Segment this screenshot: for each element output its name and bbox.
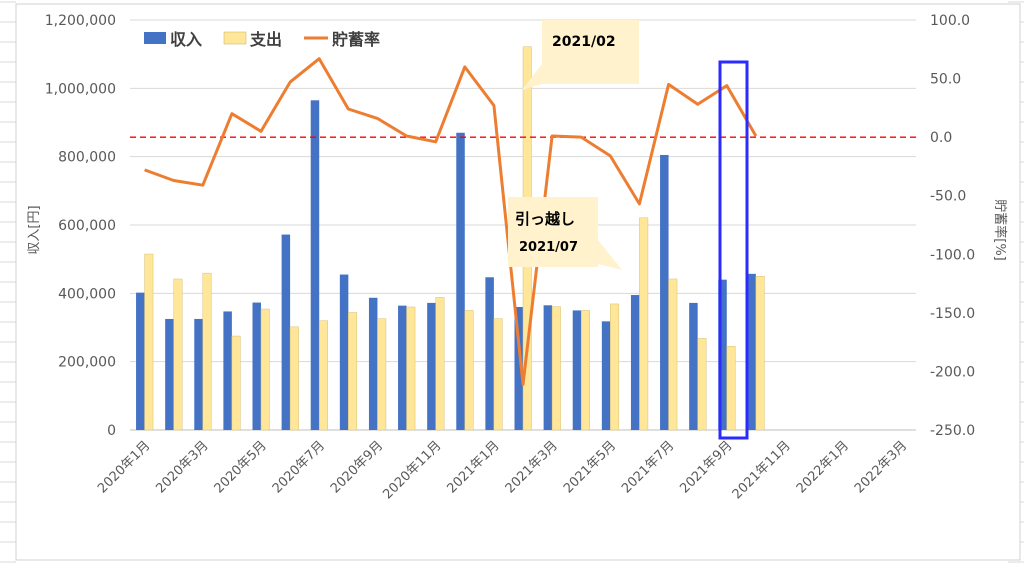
income-bar [747,273,756,430]
left-tick-label: 800,000 [58,150,116,166]
legend-label-savings: 貯蓄率 [332,30,380,49]
left-axis-ticks: 0 200,000 400,000 600,000 800,000 1,000,000 1,… [45,13,116,439]
chart-frame[interactable] [15,3,1021,561]
left-axis-label: 収入[円] [27,205,42,254]
callout-pointer [522,64,542,90]
income-bar [718,279,727,430]
right-tick-label: 100.0 [930,13,970,29]
right-tick-label: -50.0 [930,189,966,205]
left-tick-label: 400,000 [58,286,116,302]
highlight-box-2021-10 [718,60,749,440]
income-bar [339,274,349,430]
expense-bar [348,312,358,431]
right-tick-label: 50.0 [930,72,961,88]
income-bar [572,310,582,430]
right-axis-ticks: -250.0 -200.0 -150.0 -100.0 -50.0 0.0 50.0 100.… [930,13,975,439]
expense-bar [406,306,416,431]
legend-label-expense: 支出 [249,30,282,49]
income-bar [165,318,174,430]
expense-bar [144,253,154,431]
legend-swatch-income [144,32,166,44]
expense-bar [231,335,241,431]
income-bar [223,311,232,430]
income-bar [398,305,407,430]
right-tick-label: 0.0 [930,130,952,146]
expense-bar [289,326,299,431]
expense-bar [464,310,474,431]
expense-bar [610,303,620,431]
left-tick-label: 0 [107,423,116,439]
expense-bar [726,346,736,431]
expense-bar [377,318,387,431]
expense-bar [435,297,445,431]
legend: 収入 支出 貯蓄率 [144,30,380,49]
right-axis-label: 貯蓄率[%] [992,199,1008,261]
income-bar [543,305,553,430]
income-bar [514,307,523,430]
expense-bar [318,320,328,431]
expense-bar [697,338,707,431]
callout-text-date: 2021/07 [519,240,578,255]
callout-box [542,20,639,84]
income-bar [194,318,203,430]
legend-swatch-expense [223,31,247,45]
income-bar [136,292,145,430]
expense-bar [202,272,212,431]
right-tick-label: -250.0 [930,423,975,439]
income-bar [660,154,669,431]
income-bar [368,297,378,430]
callout-moving: 引っ越し 2021/07 [508,197,622,270]
expense-bar [639,217,649,431]
right-tick-label: -150.0 [930,306,975,322]
expense-bar [551,306,561,431]
income-bar [252,302,261,430]
income-bar [427,302,436,430]
right-tick-label: -200.0 [930,364,975,380]
legend-label-income: 収入 [170,30,202,49]
callout-box [508,197,598,267]
expense-bar [668,278,678,431]
income-bar [485,277,494,430]
income-bar [310,100,320,431]
left-tick-label: 600,000 [58,218,116,234]
left-tick-label: 1,200,000 [45,13,116,29]
callout-text-title: 引っ越し [515,210,575,228]
expense-bar [493,318,503,431]
income-bar [630,295,640,430]
callout-2021-02: 2021/02 [522,20,639,90]
income-bar [689,302,698,430]
income-bar [456,132,465,430]
income-bar [281,234,291,430]
left-tick-label: 200,000 [58,355,116,371]
callout-pointer [598,240,622,270]
right-tick-label: -100.0 [930,247,975,263]
left-tick-label: 1,000,000 [45,81,116,97]
expense-bar [173,278,183,431]
expense-bar [580,310,590,431]
expense-bar [260,308,270,431]
savings-rate-line [144,57,758,386]
expense-bar [755,276,765,431]
callout-text: 2021/02 [552,34,616,50]
income-bar [601,321,611,430]
